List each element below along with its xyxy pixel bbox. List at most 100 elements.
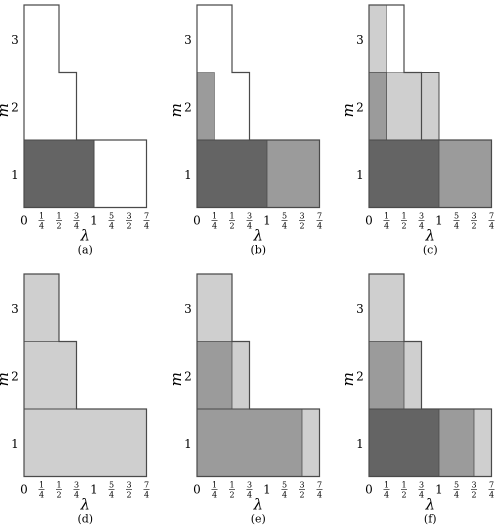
staircase-outline <box>23 4 148 209</box>
x-tick-label: 1 <box>435 214 443 228</box>
fraction-numerator: 1 <box>39 212 44 221</box>
x-tick-fraction: 14 <box>383 481 390 500</box>
y-axis-label: m <box>0 372 12 386</box>
fraction-numerator: 1 <box>229 481 234 490</box>
panel-caption: (e) <box>251 513 266 526</box>
x-tick-fraction: 74 <box>316 481 323 500</box>
x-tick-fraction: 74 <box>316 212 323 231</box>
fraction-numerator: 1 <box>384 481 389 490</box>
x-tick-fraction: 74 <box>488 212 495 231</box>
x-tick-fraction: 74 <box>143 481 150 500</box>
x-axis-label: λ <box>424 227 435 245</box>
fraction-denominator: 4 <box>39 491 44 500</box>
fraction-denominator: 4 <box>282 222 287 231</box>
fraction-denominator: 4 <box>489 491 494 500</box>
filled-cell <box>302 409 320 477</box>
x-tick-label: 1 <box>90 214 98 228</box>
y-tick-label: 2 <box>11 100 19 114</box>
fraction-denominator: 4 <box>247 491 252 500</box>
x-tick-fraction: 32 <box>126 481 132 500</box>
y-tick-label: 1 <box>356 437 364 451</box>
fraction-denominator: 2 <box>126 491 131 500</box>
fraction-numerator: 3 <box>471 212 476 221</box>
x-tick-fraction: 32 <box>471 212 477 231</box>
fraction-denominator: 4 <box>212 491 217 500</box>
fraction-numerator: 7 <box>317 481 322 490</box>
fraction-numerator: 7 <box>489 212 494 221</box>
fraction-numerator: 1 <box>401 212 406 221</box>
fraction-denominator: 4 <box>384 491 389 500</box>
panel-caption: (c) <box>423 244 438 257</box>
x-tick-fraction: 32 <box>299 212 305 231</box>
staircase-outline <box>23 273 148 478</box>
fraction-denominator: 4 <box>144 491 149 500</box>
fraction-numerator: 1 <box>56 212 61 221</box>
fraction-denominator: 4 <box>144 222 149 231</box>
fraction-numerator: 7 <box>489 481 494 490</box>
filled-cell <box>369 140 439 208</box>
x-tick-fraction: 14 <box>211 481 218 500</box>
x-tick-fraction: 12 <box>401 212 407 231</box>
x-tick-label: 1 <box>263 214 271 228</box>
y-tick-label: 2 <box>184 369 192 383</box>
fraction-numerator: 7 <box>144 481 149 490</box>
x-tick-fraction: 74 <box>143 212 150 231</box>
y-tick-label: 1 <box>184 168 192 182</box>
x-tick-fraction: 12 <box>401 481 407 500</box>
filled-cell <box>24 274 59 342</box>
x-tick-fraction: 12 <box>229 481 235 500</box>
fraction-numerator: 3 <box>247 481 252 490</box>
filled-cell <box>267 140 320 208</box>
filled-cell <box>24 140 94 208</box>
fraction-denominator: 4 <box>489 222 494 231</box>
filled-cell <box>197 140 267 208</box>
fraction-denominator: 4 <box>109 491 114 500</box>
filled-cell <box>474 409 492 477</box>
fraction-numerator: 3 <box>419 212 424 221</box>
fraction-numerator: 1 <box>39 481 44 490</box>
filled-cell <box>232 341 250 409</box>
fraction-denominator: 2 <box>401 491 406 500</box>
fraction-denominator: 4 <box>74 491 79 500</box>
filled-cell <box>24 409 147 477</box>
filled-cell <box>369 5 387 73</box>
filled-cell <box>197 274 232 342</box>
panel-caption: (f) <box>424 513 437 526</box>
y-tick-label: 3 <box>356 302 364 316</box>
x-tick-label: 0 <box>20 483 28 497</box>
fraction-numerator: 5 <box>454 212 459 221</box>
x-axis-label: λ <box>252 227 263 245</box>
y-tick-label: 3 <box>184 33 192 47</box>
x-axis-label: λ <box>79 227 90 245</box>
fraction-denominator: 2 <box>299 491 304 500</box>
y-axis-label: m <box>339 103 357 117</box>
filled-cell <box>369 409 439 477</box>
fraction-numerator: 5 <box>109 212 114 221</box>
y-tick-label: 1 <box>184 437 192 451</box>
fraction-numerator: 1 <box>384 212 389 221</box>
x-tick-fraction: 74 <box>488 481 495 500</box>
fraction-denominator: 4 <box>212 222 217 231</box>
fraction-denominator: 2 <box>471 491 476 500</box>
x-tick-fraction: 32 <box>471 481 477 500</box>
fraction-numerator: 1 <box>212 481 217 490</box>
x-tick-fraction: 32 <box>299 481 305 500</box>
x-tick-fraction: 54 <box>453 481 460 500</box>
fraction-denominator: 4 <box>419 222 424 231</box>
fraction-numerator: 3 <box>74 212 79 221</box>
y-tick-label: 1 <box>356 168 364 182</box>
x-tick-fraction: 12 <box>56 212 62 231</box>
empty-cell <box>93 139 147 208</box>
x-tick-fraction: 14 <box>38 212 45 231</box>
filled-cell <box>386 72 439 140</box>
x-tick-fraction: 34 <box>73 212 80 231</box>
filled-cell <box>24 341 77 409</box>
fraction-denominator: 4 <box>419 491 424 500</box>
panel-caption: (d) <box>77 513 93 526</box>
y-tick-label: 2 <box>184 100 192 114</box>
fraction-denominator: 2 <box>471 222 476 231</box>
y-axis-label: m <box>167 372 185 386</box>
